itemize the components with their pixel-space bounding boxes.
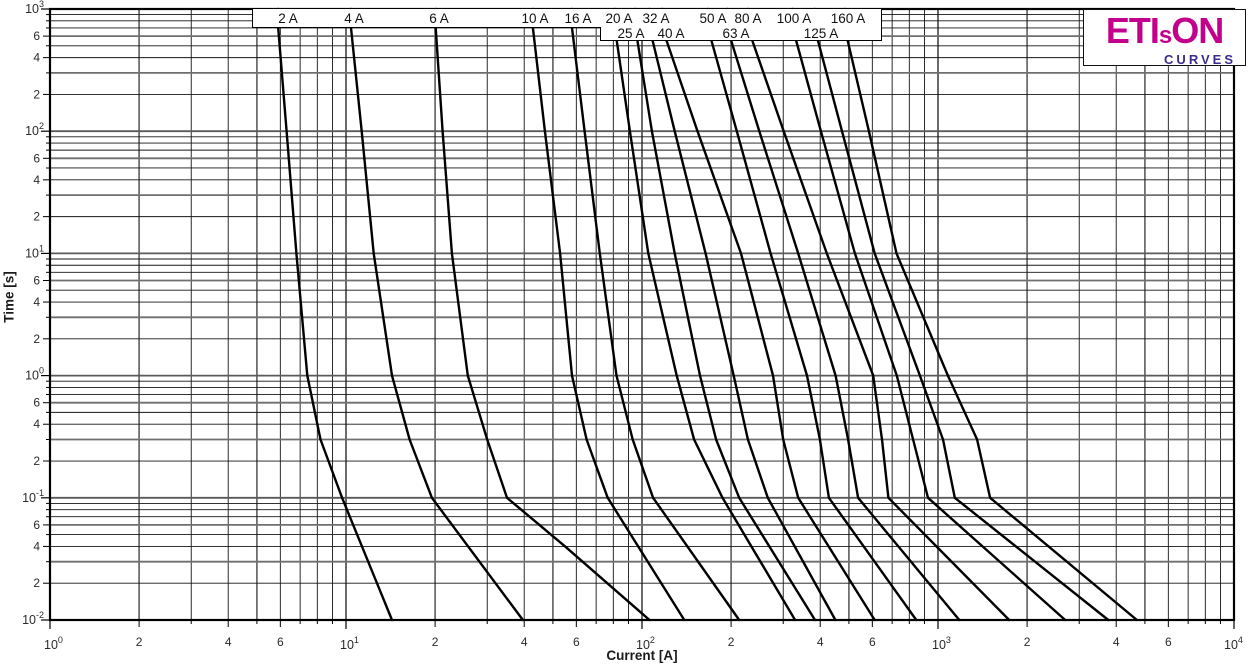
x-decade-label: 100 [44, 635, 63, 652]
y-minor-label: 4 [33, 51, 40, 65]
curve-label-4A: 4 A [344, 11, 364, 26]
x-decade-label: 102 [636, 635, 655, 652]
curve-label-10A: 10 A [521, 11, 549, 26]
curve-label-20A: 20 A [605, 11, 633, 26]
y-minor-label: 2 [33, 454, 40, 468]
curve-63A [726, 7, 961, 622]
curve-25A [634, 7, 817, 622]
y-decade-label: 101 [25, 243, 44, 260]
curve-label-32A: 32 A [642, 11, 670, 26]
y-minor-label: 4 [33, 417, 40, 431]
x-axis-title: Current [A] [606, 648, 678, 663]
y-decade-label: 100 [25, 366, 44, 383]
y-decade-label: 10-1 [22, 488, 44, 505]
curve-10A [531, 7, 686, 622]
x-minor-label: 4 [225, 635, 232, 649]
curve-label-2A: 2 A [278, 11, 298, 26]
curve-160A [843, 7, 1139, 622]
curve-label-40A: 40 A [657, 25, 685, 41]
x-minor-label: 4 [1113, 635, 1120, 649]
y-minor-label: 2 [33, 332, 40, 346]
x-minor-label: 6 [277, 635, 284, 649]
logo-text-on: ON [1171, 10, 1224, 51]
etison-logo: ETIsON CURVES [1083, 9, 1246, 66]
curve-32A [648, 7, 837, 622]
y-minor-label: 6 [33, 396, 40, 410]
y-decade-label: 102 [25, 121, 44, 138]
x-minor-label: 2 [1024, 635, 1031, 649]
curve-50A [706, 7, 918, 622]
x-minor-label: 2 [728, 635, 735, 649]
y-minor-label: 6 [33, 274, 40, 288]
curve-20A [613, 7, 797, 622]
curve-label-160A: 160 A [830, 11, 866, 26]
logo-text-s: s [1158, 22, 1172, 49]
y-axis-title: Time [s] [1, 271, 17, 323]
curve-label-63A: 63 A [722, 25, 750, 41]
y-minor-label: 2 [33, 210, 40, 224]
curve-6A [434, 7, 651, 622]
curve-label-80A: 80 A [734, 11, 762, 26]
y-minor-label: 2 [33, 576, 40, 590]
y-decade-label: 10-2 [22, 610, 44, 627]
curve-80A [746, 7, 1011, 622]
x-decade-label: 101 [340, 635, 359, 652]
etison-logo-brand: ETIsON [1084, 12, 1245, 55]
curve-4A [349, 7, 525, 622]
x-minor-label: 6 [1165, 635, 1172, 649]
curve-labels-row2: 25 A 40 A 63 A 125 A [600, 25, 882, 41]
y-minor-label: 6 [33, 29, 40, 43]
x-decade-label: 103 [932, 635, 951, 652]
curve-2A [277, 7, 394, 622]
curve-label-16A: 16 A [564, 11, 592, 26]
y-decade-label: 103 [25, 0, 44, 16]
x-minor-label: 2 [432, 635, 439, 649]
curve-125A [813, 7, 1110, 622]
etison-logo-subtitle: CURVES [1164, 52, 1236, 67]
curve-40A [661, 7, 876, 622]
x-decade-label: 104 [1224, 635, 1243, 652]
curve-label-50A: 50 A [699, 11, 727, 26]
x-minor-label: 6 [573, 635, 580, 649]
y-minor-label: 6 [33, 151, 40, 165]
x-minor-label: 6 [869, 635, 876, 649]
curve-label-25A: 25 A [617, 25, 645, 41]
x-minor-label: 4 [521, 635, 528, 649]
curve-label-6A: 6 A [429, 11, 449, 26]
y-minor-label: 6 [33, 518, 40, 532]
curve-labels-row1: 2 A 4 A 6 A 10 A 16 A 20 A 32 A 50 A 80 A 100 A 16… [252, 8, 882, 28]
x-minor-label: 4 [817, 635, 824, 649]
y-minor-label: 4 [33, 295, 40, 309]
y-minor-label: 2 [33, 87, 40, 101]
curve-label-125A: 125 A [803, 25, 839, 41]
x-minor-label: 2 [136, 635, 143, 649]
logo-text-eti: ETI [1105, 10, 1160, 51]
curve-label-100A: 100 A [776, 11, 812, 26]
curve-100A [791, 7, 1067, 622]
y-minor-label: 4 [33, 173, 40, 187]
y-minor-label: 4 [33, 539, 40, 553]
curve-16A [570, 7, 741, 622]
